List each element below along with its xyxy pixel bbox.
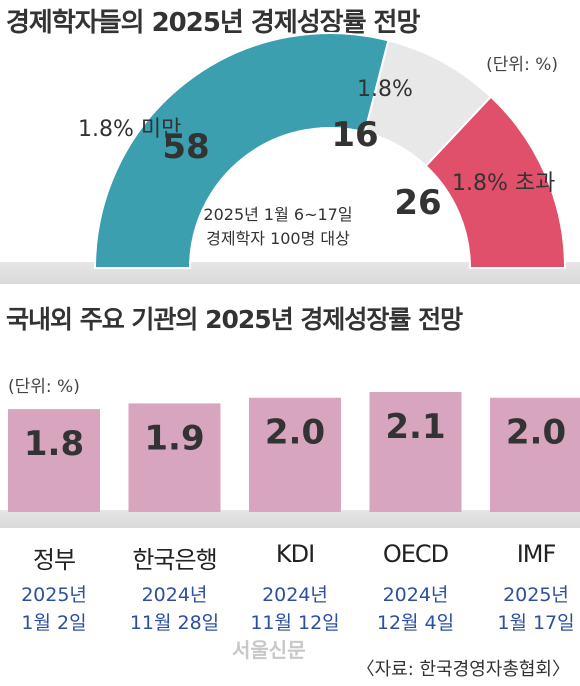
forecast-date-label: 11월 12일 [250,612,340,634]
forecast-date-label: 2025년 [21,584,87,606]
unit-label-institutions: (단위: %) [8,377,80,397]
watermark-text: 서울신문 [232,638,306,662]
survey-note-line: 2025년 1월 6~17일 [203,205,352,224]
slice-category-label: 1.8% [357,77,413,102]
survey-note-line: 경제학자 100명 대상 [206,229,350,248]
bar-category-label: 정부 [32,546,76,574]
bar-value-label: 2.0 [265,413,325,453]
slice-value-label: 58 [162,127,209,167]
unit-label-economists: (단위: %) [486,55,558,75]
slice-value-label: 16 [331,115,378,155]
forecast-date-label: 2024년 [141,584,208,606]
slice-category-label: 1.8% 미만 [78,117,181,142]
forecast-date-label: 2025년 [503,584,569,606]
bar-category-label: OECD [382,540,449,568]
bar [369,392,462,512]
bar-value-label: 1.8 [24,424,84,464]
forecast-date-label: 2024년 [382,584,449,606]
bar-category-label: 한국은행 [132,546,217,574]
bar [249,397,341,512]
slice-category-label: 1.8% 초과 [452,171,555,196]
forecast-date-label: 12월 4일 [376,612,455,634]
bar-category-label: KDI [275,540,315,568]
bar [490,397,580,512]
chart-title-institutions: 국내외 주요 기관의 2025년 경제성장률 전망 [6,305,463,334]
bar [8,409,100,512]
bar-value-label: 2.1 [385,407,445,447]
bar [128,403,221,512]
bar-value-label: 2.0 [506,413,566,453]
bar-category-label: IMF [516,540,557,568]
slice-value-label: 26 [394,183,441,223]
forecast-date-label: 1월 17일 [497,612,575,634]
semi-donut-chart: 581.8% 미만 16 1.8% 26 1.8% 초과 2025년 1월 6~17일경제… [78,32,567,269]
source-note: 〈자료: 한국경영자총협회〉 [356,659,570,680]
bar-value-label: 1.9 [144,418,204,458]
pie-slice [424,95,567,269]
bar-baseline-strip [0,510,580,528]
forecast-date-label: 11월 28일 [129,612,220,634]
forecast-date-label: 1월 2일 [21,612,87,634]
pie-slice [93,32,390,269]
forecast-date-label: 2024년 [262,584,328,606]
